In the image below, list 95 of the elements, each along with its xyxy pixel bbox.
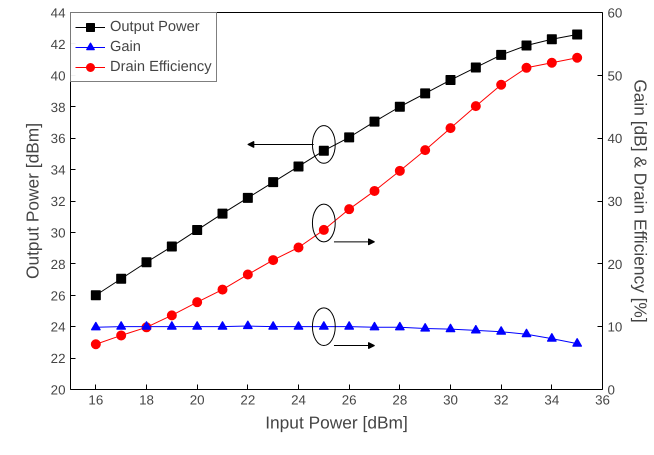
y-tick-label: 24 — [50, 320, 66, 335]
y2-tick-label: 0 — [608, 382, 615, 398]
y-tick-label: 26 — [50, 288, 66, 304]
y-tick-label: 30 — [50, 225, 66, 240]
point — [394, 102, 405, 112]
point — [90, 322, 101, 330]
x-tick-label: 32 — [494, 392, 509, 408]
y2-tick-label: 10 — [608, 320, 622, 335]
point — [268, 255, 278, 266]
y-axis-title: Output Power [dBm] — [22, 122, 43, 280]
point — [496, 326, 506, 335]
point — [242, 320, 253, 330]
x-tick-label: 36 — [595, 392, 610, 408]
point — [446, 123, 456, 134]
y-tick-label: 34 — [50, 162, 66, 178]
point — [166, 310, 177, 320]
point — [318, 224, 329, 235]
point — [318, 146, 329, 156]
point — [218, 208, 228, 219]
point — [294, 320, 304, 330]
point — [546, 34, 557, 44]
point — [420, 322, 430, 332]
point — [522, 328, 532, 338]
point — [522, 62, 532, 73]
point — [166, 320, 177, 330]
point — [446, 323, 456, 332]
point — [242, 270, 253, 280]
point — [116, 330, 126, 340]
y-tick-label: 28 — [50, 256, 66, 272]
point — [394, 166, 405, 176]
x-tick-label: 24 — [291, 392, 306, 408]
x-tick-label: 30 — [443, 392, 458, 408]
y-tick-label: 36 — [50, 131, 66, 146]
point — [470, 324, 481, 334]
y-tick-label: 44 — [50, 6, 66, 20]
y-tick-label: 38 — [50, 100, 66, 115]
x-tick-label: 34 — [544, 392, 560, 408]
point — [90, 339, 101, 350]
legend-label: Gain — [110, 39, 141, 55]
point — [268, 320, 278, 330]
point — [192, 320, 202, 330]
y-tick-label: 42 — [50, 36, 66, 52]
y2-tick-label: 30 — [608, 194, 622, 209]
point — [470, 62, 481, 72]
y2-axis-title: Gain [dB] & Drain Efficiency [%] — [630, 79, 650, 323]
x-axis-title: Input Power [dBm] — [265, 412, 408, 432]
x-tick-label: 20 — [190, 392, 205, 408]
y-tick-label: 40 — [50, 68, 66, 84]
point — [218, 320, 228, 330]
x-tick-label: 22 — [240, 392, 256, 408]
point — [370, 322, 380, 330]
point — [546, 58, 557, 68]
point — [294, 242, 304, 252]
point — [294, 161, 304, 172]
point — [572, 338, 582, 347]
point — [420, 145, 430, 156]
point — [192, 225, 202, 236]
y2-tick-label: 60 — [608, 6, 622, 20]
point — [496, 80, 506, 90]
y2-tick-label: 50 — [608, 68, 622, 84]
point — [522, 40, 532, 50]
y-tick-label: 20 — [50, 382, 66, 398]
x-tick-label: 16 — [88, 392, 104, 408]
point — [370, 186, 380, 196]
point — [344, 320, 354, 330]
point — [166, 242, 177, 252]
x-tick-label: 18 — [139, 392, 154, 408]
point — [344, 132, 354, 142]
legend-label: Output Power — [110, 19, 200, 35]
y2-tick-label: 40 — [608, 131, 622, 146]
point — [470, 101, 481, 112]
point — [546, 332, 557, 342]
point — [192, 297, 202, 308]
x-tick-label: 26 — [342, 392, 357, 408]
point — [268, 177, 278, 188]
point — [116, 274, 126, 284]
point — [142, 320, 152, 330]
point — [142, 257, 152, 268]
point — [496, 50, 506, 60]
point — [344, 204, 354, 214]
point — [420, 88, 430, 98]
point — [218, 284, 228, 295]
x-tick-label: 28 — [392, 392, 408, 408]
point — [370, 116, 380, 127]
point — [242, 192, 253, 203]
point — [394, 322, 405, 330]
y-tick-label: 22 — [50, 351, 66, 366]
point — [90, 290, 101, 300]
y2-tick-label: 20 — [608, 256, 622, 272]
point — [572, 52, 582, 63]
point — [572, 29, 582, 40]
point — [116, 320, 126, 330]
legend-label: Drain Efficiency — [110, 59, 212, 75]
point — [446, 75, 456, 86]
y-tick-label: 32 — [50, 194, 66, 209]
